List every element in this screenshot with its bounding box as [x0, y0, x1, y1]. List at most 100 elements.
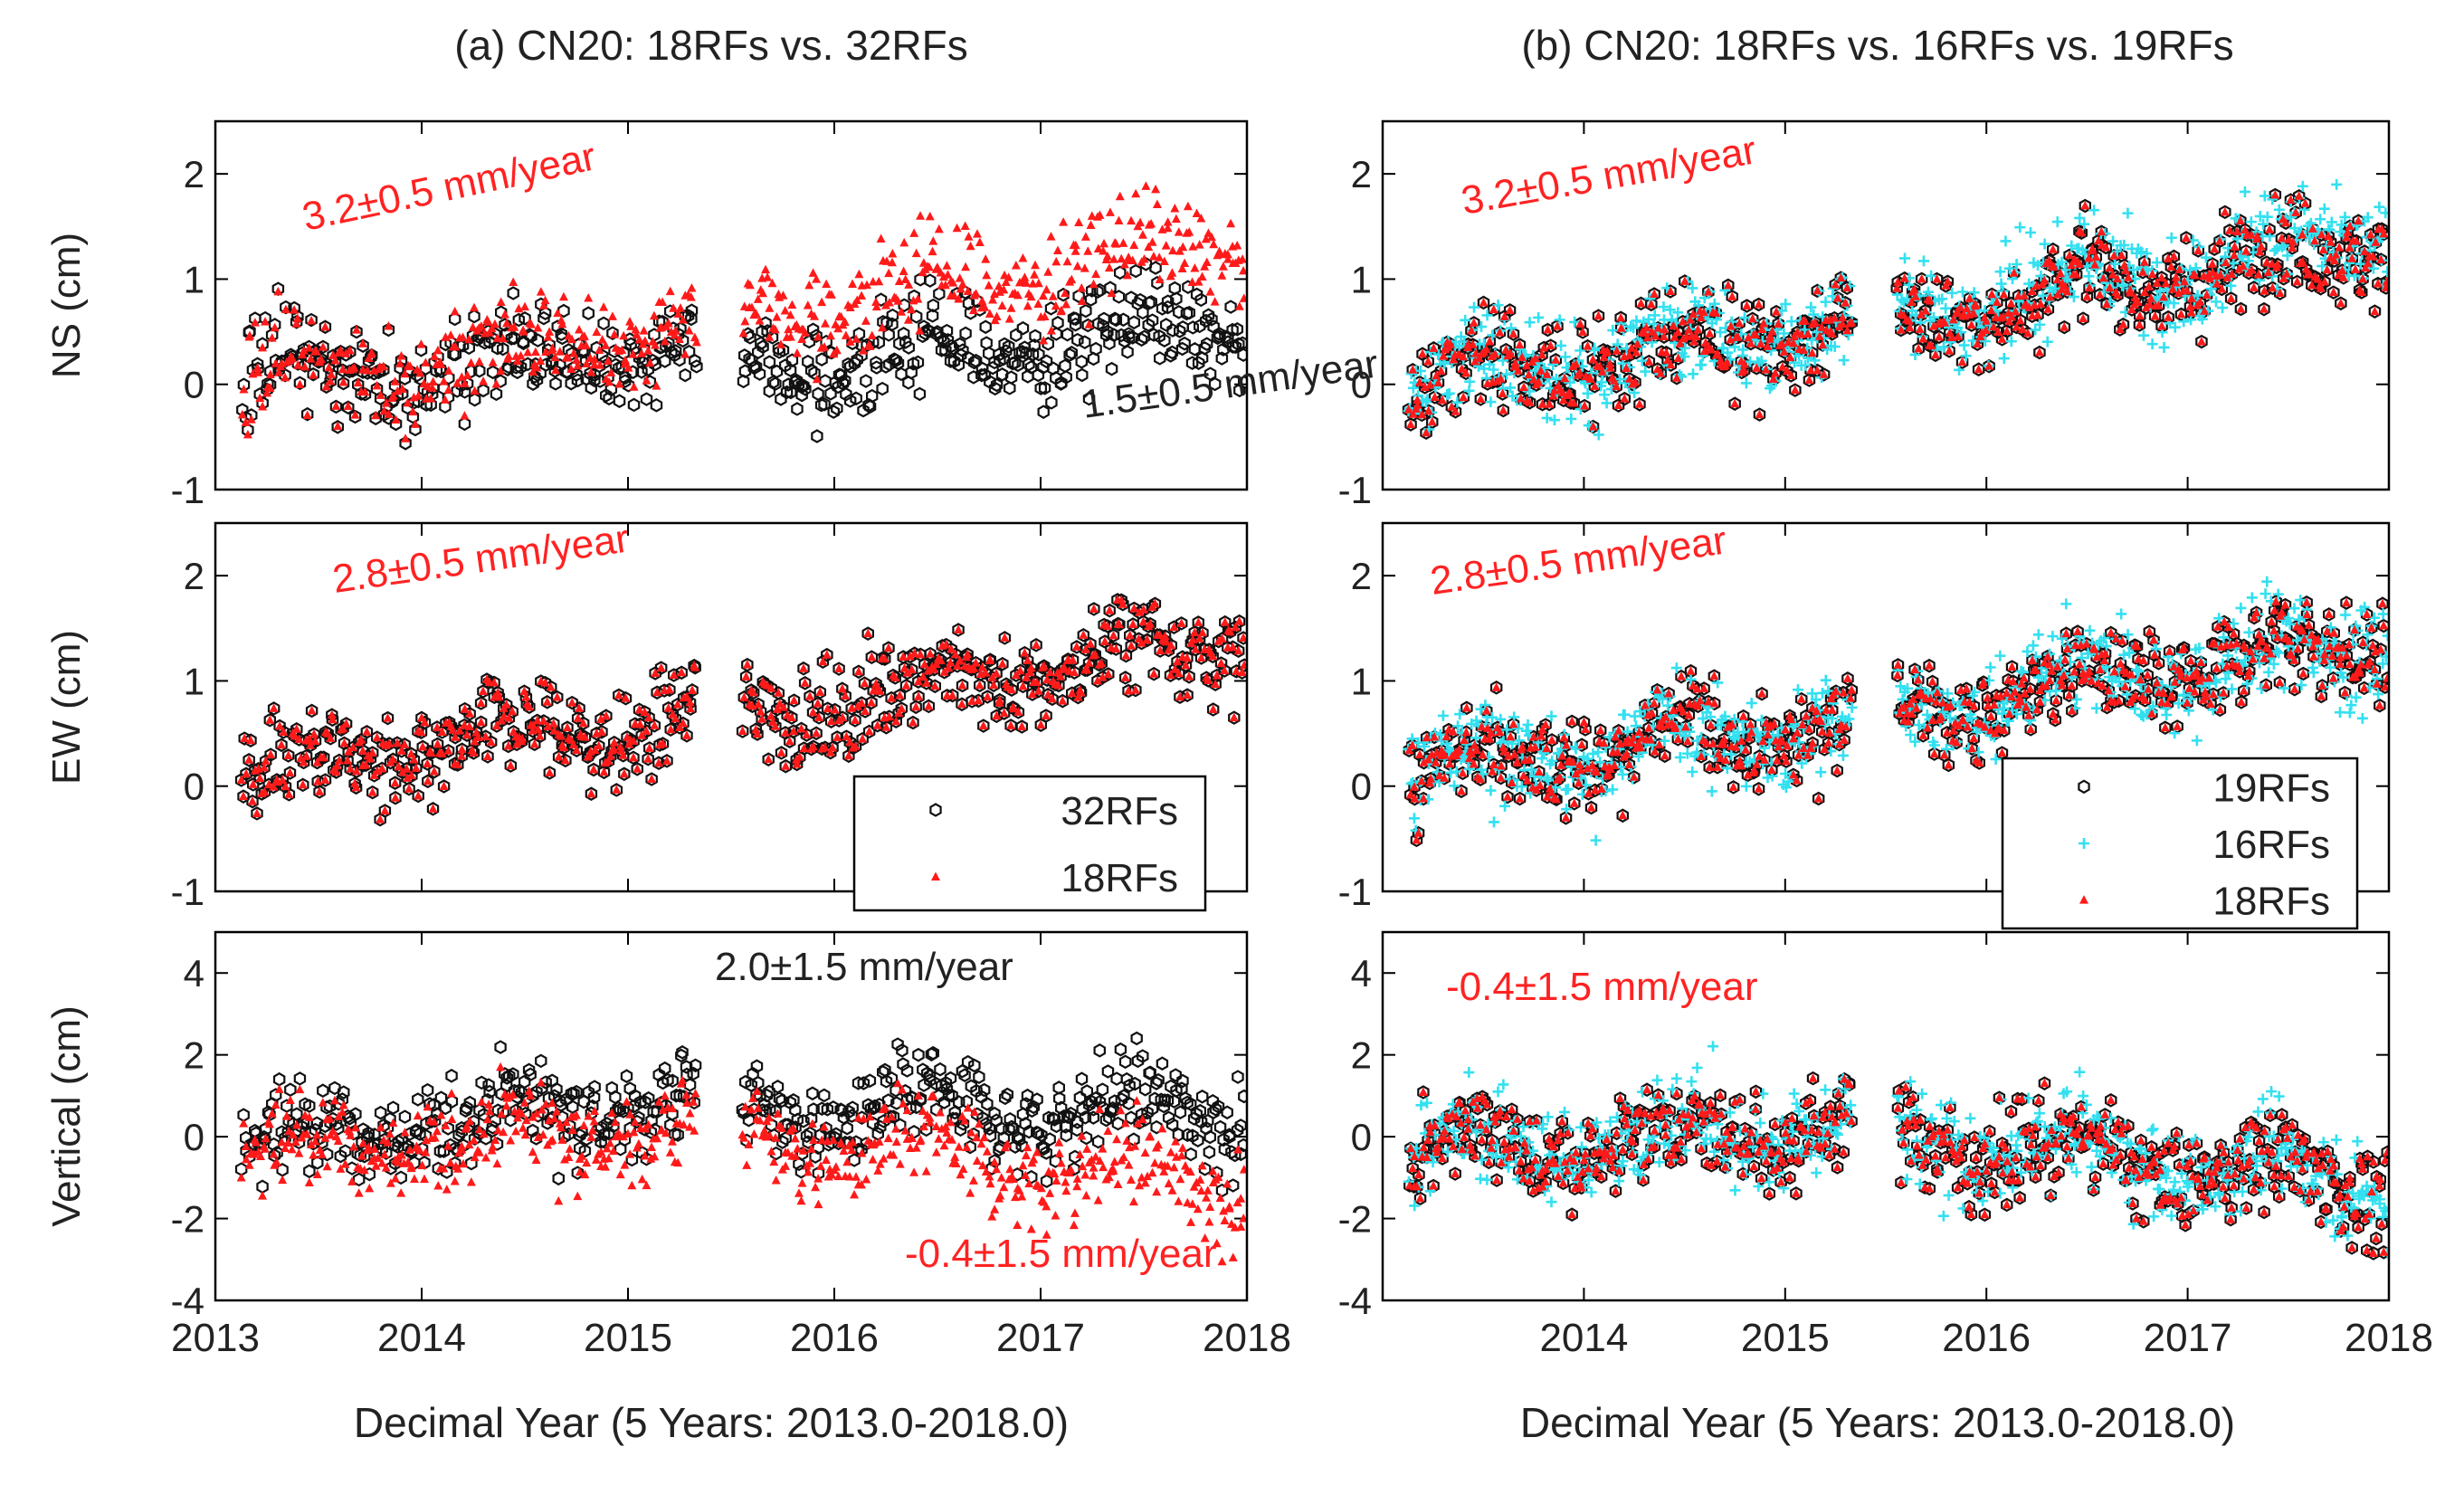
data-point [667, 1137, 677, 1146]
data-point [622, 378, 635, 393]
data-point [1070, 1122, 1083, 1138]
data-point [652, 1067, 665, 1082]
data-point [383, 1138, 393, 1147]
data-point [907, 304, 917, 314]
data-point [885, 1071, 899, 1086]
data-point [861, 626, 874, 641]
data-point [827, 405, 840, 419]
data-point [538, 716, 548, 725]
data-point [821, 647, 833, 662]
data-point [793, 1144, 803, 1153]
data-point [1187, 1199, 1197, 1208]
data-point [1485, 396, 1497, 408]
data-point [2225, 280, 2237, 291]
data-point [1177, 1143, 1187, 1152]
data-point [832, 662, 845, 676]
data-point [1089, 341, 1102, 357]
data-point [607, 1119, 620, 1134]
data-point [2327, 285, 2340, 300]
data-point [1107, 1103, 1119, 1119]
data-point [1612, 398, 1625, 413]
data-point [861, 1175, 871, 1184]
data-point [481, 1153, 491, 1162]
data-point [504, 713, 514, 722]
data-point [395, 1170, 407, 1185]
data-point [969, 353, 983, 368]
data-point [664, 684, 674, 694]
data-point [1206, 232, 1216, 242]
data-point [536, 356, 546, 365]
data-point [1197, 1160, 1207, 1170]
data-point [1023, 1142, 1032, 1152]
data-point [1184, 227, 1194, 236]
data-point [621, 693, 631, 702]
data-point [1093, 1043, 1106, 1058]
data-point [803, 300, 813, 309]
data-point [372, 732, 382, 742]
data-point [654, 1097, 664, 1106]
data-point [1108, 1166, 1118, 1176]
data-point [1023, 300, 1032, 310]
data-point [1018, 1160, 1028, 1170]
data-point [851, 1172, 861, 1181]
data-point [1000, 344, 1013, 358]
data-point [2271, 243, 2283, 255]
data-point [307, 316, 317, 325]
data-point [330, 355, 340, 365]
data-point [1753, 407, 1766, 422]
data-point [474, 1124, 484, 1134]
data-point [437, 779, 451, 794]
data-point [2164, 260, 2178, 274]
data-point [977, 719, 990, 733]
data-point [952, 223, 962, 233]
data-point [911, 1143, 921, 1152]
data-point [1212, 671, 1222, 680]
data-point [673, 309, 683, 318]
data-point [536, 1078, 546, 1087]
data-point [1130, 1141, 1140, 1150]
data-point [580, 732, 590, 741]
data-point [1025, 1103, 1039, 1119]
rate-annotation: -0.4±1.5 mm/year [905, 1232, 1216, 1276]
data-point [349, 780, 363, 795]
data-point [1228, 1252, 1238, 1261]
data-point [1222, 249, 1232, 259]
data-point [1432, 370, 1441, 380]
data-point [1605, 363, 1615, 372]
data-point [1216, 658, 1226, 667]
data-point [599, 302, 609, 311]
data-point [1070, 311, 1082, 327]
legend-marker [929, 803, 942, 817]
data-point [674, 334, 684, 344]
data-point [772, 312, 782, 321]
data-point [2355, 285, 2368, 300]
data-point [1147, 1167, 1157, 1177]
data-point [685, 697, 695, 707]
data-point [1070, 246, 1080, 255]
data-point [304, 1177, 314, 1186]
data-point [927, 298, 939, 313]
data-point [1428, 390, 1441, 405]
data-point [850, 391, 862, 406]
data-point [812, 728, 822, 738]
data-point [327, 709, 337, 719]
data-point [490, 1137, 504, 1151]
data-point [969, 1107, 979, 1116]
data-point [2070, 267, 2083, 282]
data-point [1554, 314, 1565, 326]
data-point [421, 1082, 434, 1098]
data-point [468, 309, 480, 324]
data-point [1679, 274, 1691, 289]
data-point [1239, 293, 1247, 302]
data-point [543, 721, 553, 730]
data-point [566, 695, 578, 710]
data-point [840, 729, 853, 744]
data-point [313, 354, 327, 368]
data-point [2047, 242, 2060, 257]
data-point [255, 393, 265, 403]
data-point [361, 759, 371, 769]
data-point [321, 381, 331, 391]
data-point [1168, 281, 1181, 296]
data-point [1075, 355, 1088, 369]
